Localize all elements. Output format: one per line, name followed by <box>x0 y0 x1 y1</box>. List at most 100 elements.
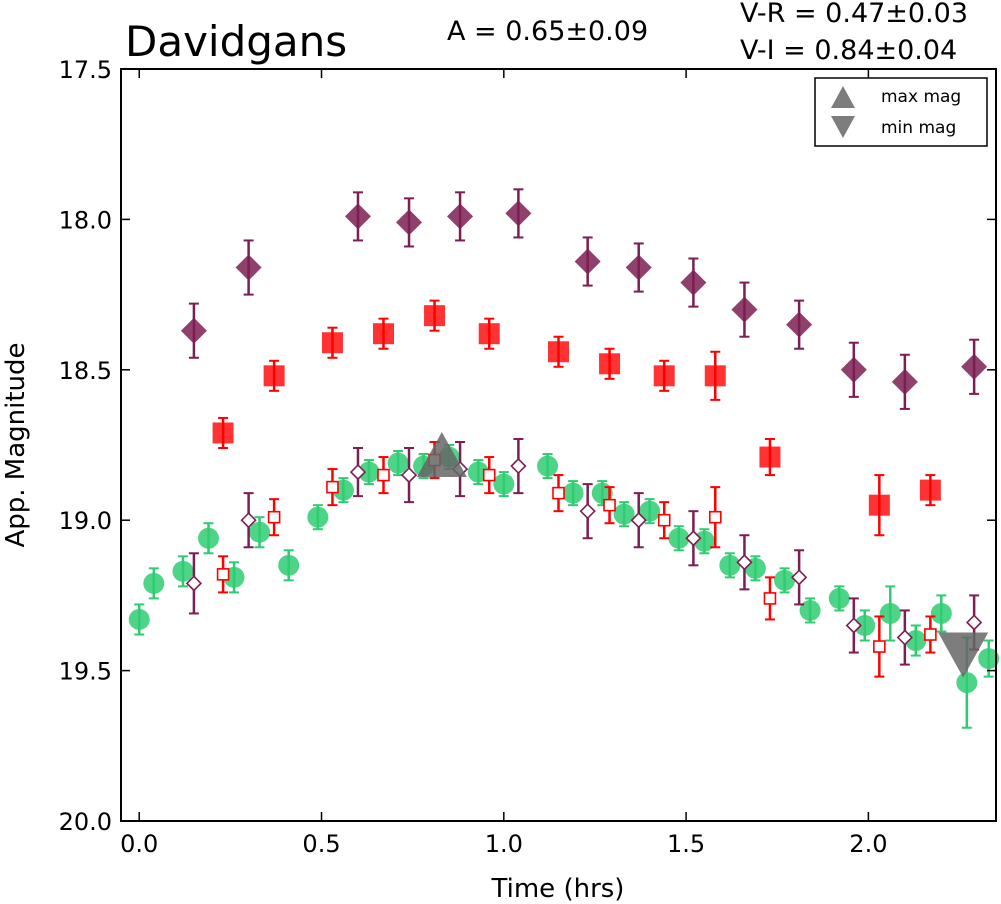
y-tick-label: 20.0 <box>59 808 112 836</box>
r-filled-square-marker <box>321 332 343 354</box>
v-circle-point-15 <box>537 453 559 480</box>
r-filled-square-marker <box>263 365 285 387</box>
v-circle-marker <box>956 672 978 694</box>
v-circle-marker <box>828 587 850 609</box>
i-open-diamond-point-9 <box>736 534 753 591</box>
r-filled-square-marker <box>424 305 446 327</box>
i-open-diamond-marker <box>896 629 913 646</box>
i-open-diamond-marker <box>790 569 808 586</box>
r-filled-square-marker <box>599 353 621 375</box>
i-filled-diamond-point-3 <box>396 197 423 248</box>
axis-ticks: 0.0 0.5 1.0 1.5 2.0 17.5 18.0 18.5 19.0 19.5 20.0 <box>59 56 996 858</box>
r-open-square-point-1 <box>267 498 281 537</box>
v-circle-point-0 <box>128 603 150 636</box>
r-open-square-marker <box>216 568 230 581</box>
max-mag-marker <box>416 432 467 478</box>
r-open-square-marker <box>873 640 886 653</box>
i-filled-diamond-marker <box>505 200 532 227</box>
v-circle-point-6 <box>278 549 300 582</box>
i-open-diamond-point-1 <box>240 492 257 549</box>
v-circle-point-3 <box>198 522 219 555</box>
i-filled-diamond-marker <box>891 368 918 395</box>
v-circle-marker <box>639 500 661 522</box>
i-open-diamond-marker <box>579 503 596 520</box>
r-filled-square-point-6 <box>548 335 569 368</box>
r-open-square-marker <box>603 498 616 512</box>
r-filled-square-point-1 <box>263 359 285 392</box>
v-circle-marker <box>978 648 1000 670</box>
r-open-square-marker <box>482 468 496 482</box>
i-filled-diamond-marker <box>180 317 207 344</box>
legend-min-mag-label: min mag <box>881 118 956 138</box>
i-filled-diamond-point-5 <box>505 188 532 239</box>
i-open-diamond-marker <box>845 617 862 634</box>
r-open-square-point-5 <box>482 456 496 495</box>
r-filled-square-marker <box>868 494 890 516</box>
r-filled-square-point-10 <box>759 437 781 477</box>
v-circle-point-28 <box>879 585 901 642</box>
r-filled-square-point-4 <box>424 299 446 332</box>
r-filled-square-marker <box>548 341 569 363</box>
v-circle-point-19 <box>639 498 661 525</box>
i-filled-diamond-point-11 <box>840 341 867 398</box>
y-tick-label: 19.0 <box>59 507 112 535</box>
i-filled-diamond-point-12 <box>891 353 918 410</box>
v-circle-marker <box>128 608 150 630</box>
x-axis-label: Time (hrs) <box>491 874 625 904</box>
i-open-diamond-point-10 <box>790 549 808 606</box>
amplitude-annotation: A = 0.65±0.09 <box>447 16 648 47</box>
min-mag-marker <box>938 632 989 678</box>
i-filled-diamond-marker <box>344 203 371 230</box>
i-filled-diamond-point-13 <box>961 338 988 395</box>
v-circle-marker <box>278 554 300 576</box>
r-filled-square-marker <box>478 323 500 345</box>
v-circle-point-7 <box>307 504 329 531</box>
v-circle-marker <box>799 599 821 621</box>
i-filled-diamond-marker <box>680 269 707 296</box>
r-open-square-point-6 <box>552 474 565 513</box>
r-open-square-point-2 <box>326 468 339 507</box>
x-tick-label: 2.0 <box>849 830 887 858</box>
r-open-square-point-9 <box>708 486 722 549</box>
i-filled-diamond-point-8 <box>680 257 707 308</box>
i-open-diamond-marker <box>349 463 367 481</box>
r-open-square-marker <box>763 592 777 605</box>
v-circle-point-18 <box>613 501 635 528</box>
i-open-diamond-marker <box>400 466 418 484</box>
i-filled-diamond-marker <box>961 353 988 380</box>
r-open-square-point-12 <box>924 615 937 654</box>
r-open-square-point-10 <box>763 576 777 621</box>
i-filled-diamond-marker <box>396 209 423 236</box>
legend-max-mag-marker <box>831 86 855 108</box>
v-circle-marker <box>613 503 635 525</box>
i-open-diamond-marker <box>736 554 753 571</box>
r-open-square-marker <box>326 480 339 494</box>
v-circle-marker <box>537 455 559 477</box>
v-circle-point-24 <box>774 567 796 594</box>
r-filled-square-marker <box>212 422 234 444</box>
x-tick-label: 0.5 <box>302 830 340 858</box>
r-open-square-marker <box>924 628 937 641</box>
i-open-diamond-point-6 <box>579 483 596 540</box>
v-i-annotation: V-I = 0.84±0.04 <box>740 35 957 66</box>
r-filled-square-point-0 <box>212 416 234 450</box>
plot-frame <box>120 68 997 822</box>
i-open-diamond-point-7 <box>630 492 647 549</box>
i-filled-diamond-point-6 <box>574 236 601 287</box>
i-filled-diamond-marker <box>447 203 474 230</box>
v-circle-marker <box>307 506 329 528</box>
i-open-diamond-point-3 <box>400 447 418 504</box>
v-circle-point-20 <box>668 525 690 552</box>
r-filled-square-marker <box>919 479 941 501</box>
r-open-square-point-11 <box>873 615 886 678</box>
r-filled-square-point-8 <box>653 359 675 392</box>
r-open-square-marker <box>377 468 390 482</box>
r-filled-square-marker <box>653 365 675 387</box>
r-filled-square-point-7 <box>599 347 621 380</box>
i-open-diamond-point-2 <box>349 447 367 498</box>
v-circle-marker <box>358 461 380 483</box>
i-open-diamond-marker <box>965 614 983 631</box>
r-open-square-point-7 <box>603 486 616 525</box>
i-filled-diamond-point-4 <box>447 191 474 242</box>
